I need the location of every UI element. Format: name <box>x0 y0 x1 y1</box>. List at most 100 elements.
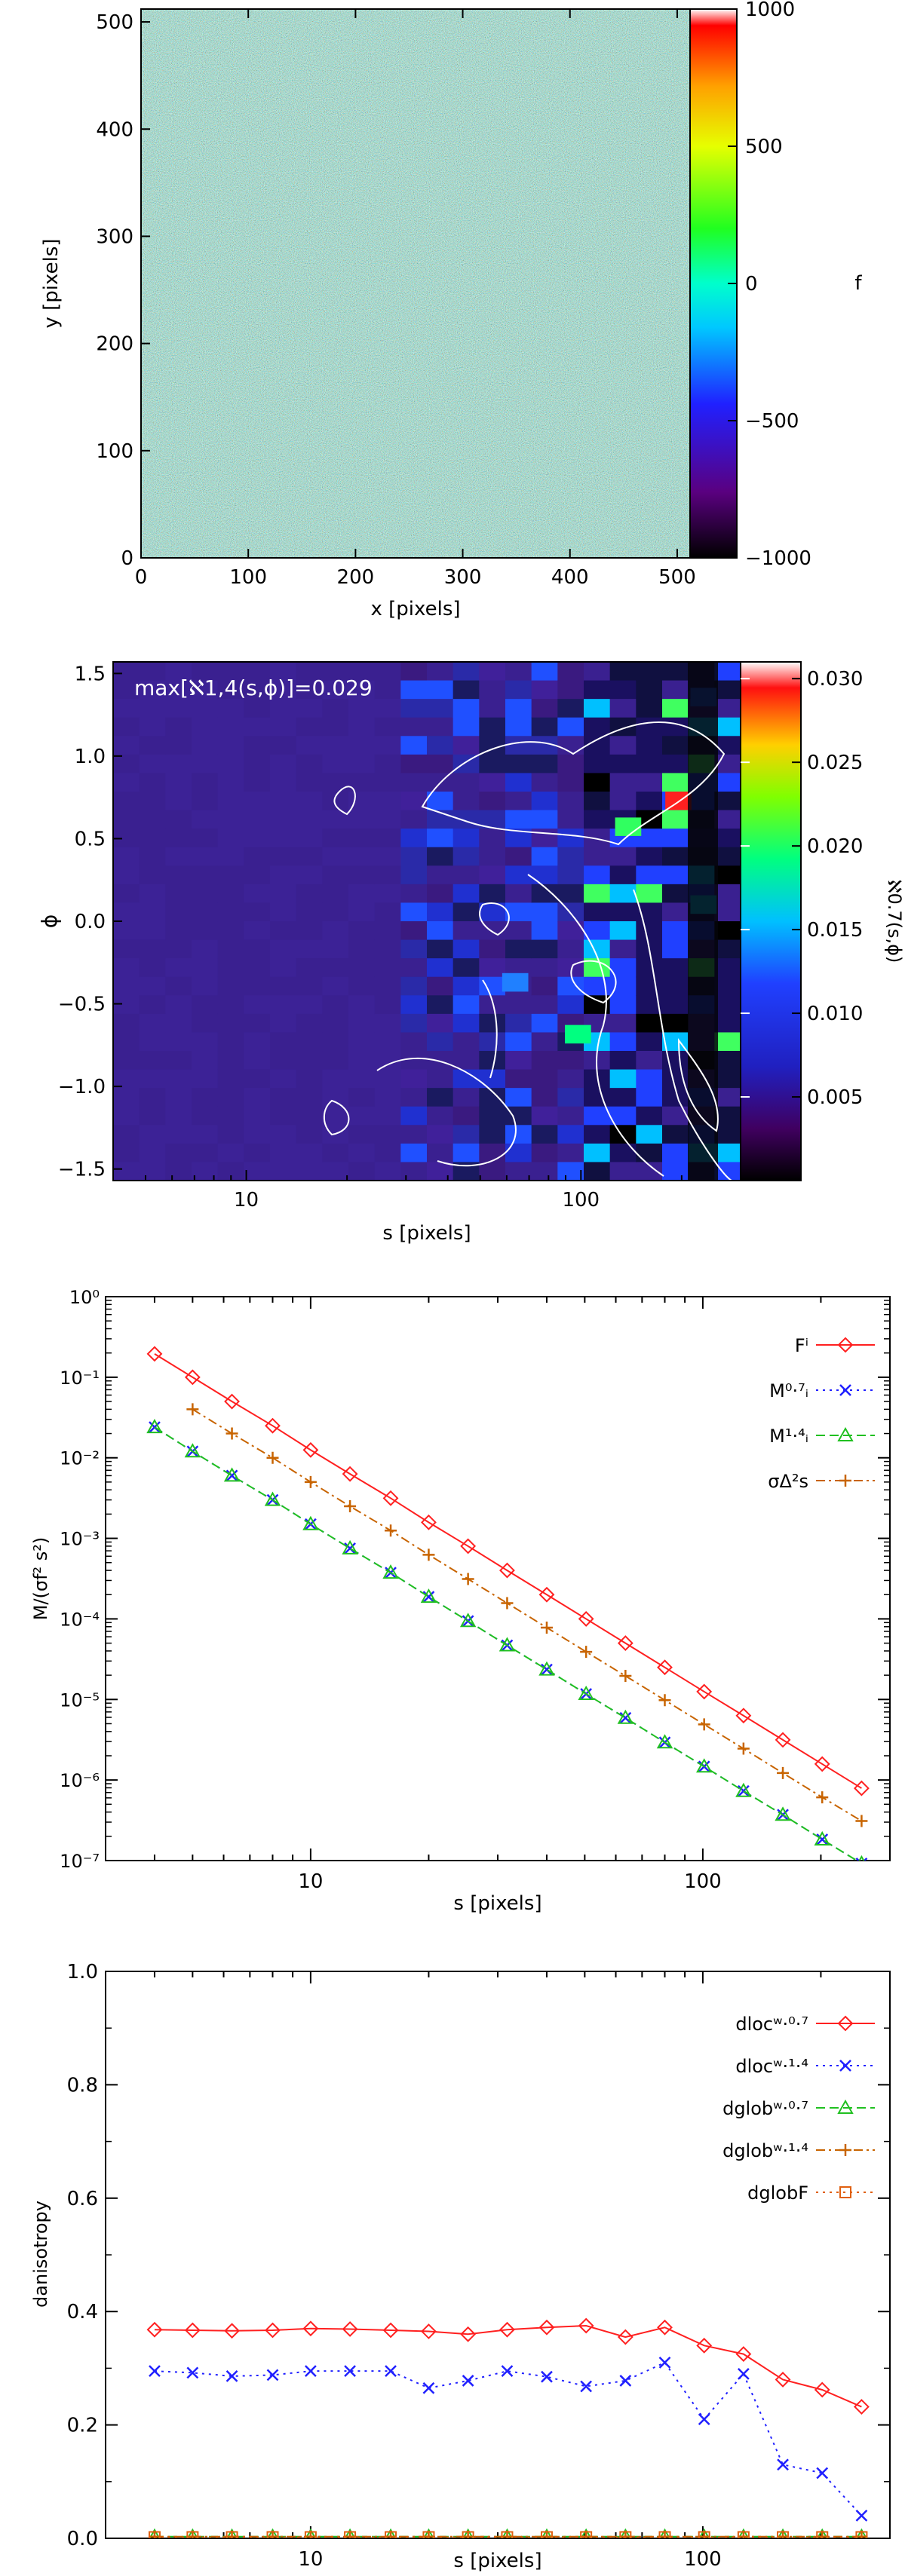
heatmap-cell <box>714 699 741 718</box>
heatmap-cell <box>217 736 244 755</box>
heatmap-cell <box>557 939 584 959</box>
heatmap-cell <box>452 902 480 922</box>
data-point <box>146 1419 163 1434</box>
heatmap-cell <box>296 939 323 959</box>
heatmap-cell <box>244 662 271 682</box>
heatmap-cell <box>584 884 611 903</box>
heatmap-cell <box>374 829 401 848</box>
heatmap-cell <box>192 1088 219 1107</box>
heatmap-cell <box>244 1051 271 1071</box>
heatmap-cell <box>113 865 140 885</box>
heatmap-cell <box>609 680 637 700</box>
heatmap-cell <box>139 921 166 941</box>
heatmap-cell <box>427 1032 454 1052</box>
heatmap-cell <box>505 865 532 885</box>
series-3 <box>186 1403 868 1827</box>
heatmap-cell <box>452 1125 480 1144</box>
data-point <box>814 1830 830 1845</box>
heatmap-cell <box>584 773 611 792</box>
heatmap-cell <box>636 865 663 885</box>
heatmap-cell <box>479 1051 506 1071</box>
heatmap-cell <box>348 1143 376 1162</box>
heatmap-cell <box>113 773 140 792</box>
heatmap-cell <box>192 810 219 829</box>
data-point <box>225 2531 238 2538</box>
heatmap-cell <box>113 1032 140 1052</box>
heatmap-cell <box>217 773 244 792</box>
image-frame <box>140 8 691 559</box>
heatmap-cell <box>374 699 401 718</box>
heatmap-cell <box>244 1069 271 1089</box>
data-point <box>737 2531 750 2538</box>
legend-label: dlocʷ·⁰·⁷ <box>735 2014 808 2035</box>
heatmap-cell <box>139 662 166 682</box>
heatmap-cell <box>113 976 140 996</box>
data-point <box>305 2365 317 2378</box>
heatmap-cell <box>217 662 244 682</box>
heatmap-cell <box>322 736 349 755</box>
heatmap-cell <box>505 995 532 1015</box>
series-line <box>154 1426 859 1861</box>
heatmap-cell <box>113 921 140 941</box>
heatmap-cell <box>374 995 401 1015</box>
heatmap-cell <box>165 662 192 682</box>
heatmap-cell <box>609 1013 637 1033</box>
heatmap-cell <box>531 1125 558 1144</box>
y-tick-label: 1.5 <box>75 663 106 685</box>
heatmap-cell <box>505 1106 532 1126</box>
heatmap-cell <box>557 902 584 922</box>
heatmap-cell <box>400 1032 428 1052</box>
heatmap-cell <box>113 792 140 811</box>
moments-plot: 10 100 10⁰ 10⁻¹ 10⁻² 10⁻³ 10⁻⁴ 10⁻⁵ 10⁻⁶ 10⁻⁷ <box>60 1287 891 1893</box>
data-point <box>225 1427 238 1440</box>
heatmap-cell <box>322 865 349 885</box>
heatmap-cell <box>192 1051 219 1071</box>
heatmap-cell <box>270 754 297 773</box>
heatmap-cell <box>113 884 140 903</box>
y-tick-label: −0.5 <box>58 994 106 1016</box>
heatmap-cell <box>139 1143 166 1162</box>
heatmap-cell <box>400 902 428 922</box>
heatmap-cell <box>139 1088 166 1107</box>
data-point <box>146 1346 163 1362</box>
heatmap-cell <box>296 829 323 848</box>
data-point <box>855 2531 868 2538</box>
heatmap-cell <box>479 829 506 848</box>
heatmap-cell <box>505 717 532 737</box>
heatmap-cell <box>296 921 323 941</box>
heatmap-cell <box>565 1025 591 1044</box>
heatmap-cell <box>531 754 558 773</box>
heatmap-cell <box>557 921 584 941</box>
heatmap-cell <box>400 829 428 848</box>
heatmap-cell <box>662 754 689 773</box>
heatmap-cell <box>113 680 140 700</box>
heatmap-cell <box>400 680 428 700</box>
heatmap-cell <box>662 1106 689 1126</box>
heatmap-cell <box>452 773 480 792</box>
y-axis-label: y [pixels] <box>40 238 63 328</box>
heatmap-cell <box>217 1069 244 1089</box>
heatmap-cell <box>531 1051 558 1071</box>
heatmap-cell <box>244 1143 271 1162</box>
heatmap-cell <box>139 1013 166 1033</box>
heatmap-cell <box>270 921 297 941</box>
heatmap-cell <box>296 1032 323 1052</box>
data-point <box>853 1780 870 1796</box>
heatmap-cell <box>479 847 506 866</box>
heatmap-cell <box>348 1013 376 1033</box>
noise-texture <box>141 9 690 558</box>
heatmap-cell <box>609 1143 637 1162</box>
data-point <box>422 2381 435 2394</box>
heatmap-cell <box>479 1032 506 1052</box>
colorbar-tick-label: 500 <box>745 136 783 158</box>
heatmap-cell <box>557 884 584 903</box>
heatmap-cell <box>348 699 376 718</box>
data-point <box>658 1694 671 1707</box>
heatmap-cell <box>557 976 584 996</box>
heatmap-cell <box>139 773 166 792</box>
heatmap-cell <box>714 865 741 885</box>
heatmap-cell <box>557 1051 584 1071</box>
data-point <box>225 1469 238 1482</box>
heatmap-cell <box>348 939 376 959</box>
heatmap-cell <box>113 1088 140 1107</box>
